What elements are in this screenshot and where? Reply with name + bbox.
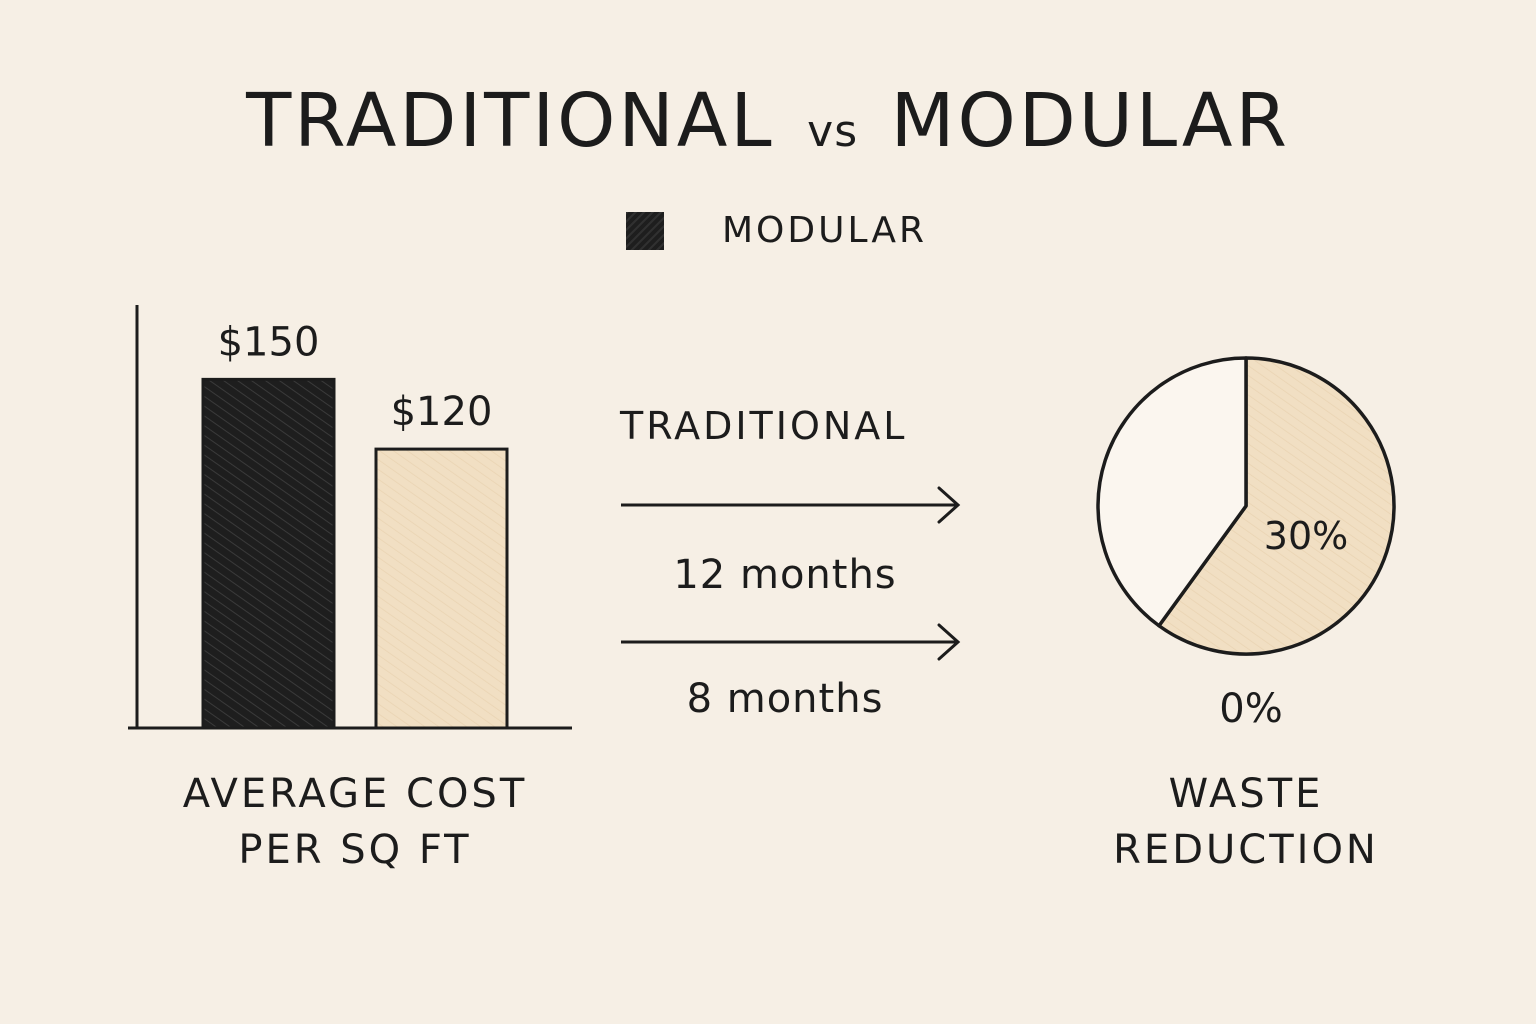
bar-chart-caption: AVERAGE COST PER SQ FT [130, 766, 580, 878]
pie-slice-1 [1157, 356, 1396, 656]
bar-value-label-2: $120 [391, 389, 493, 435]
pie-chart-caption: WASTE REDUCTION [1046, 766, 1446, 878]
pie-chart: 30% [1096, 356, 1396, 656]
title-left: TRADITIONAL [246, 78, 775, 164]
title-vs: vs [807, 106, 859, 157]
legend-swatch [626, 211, 664, 250]
legend: MODULAR [626, 210, 927, 251]
bar-chart: $150 $120 [128, 305, 572, 730]
pie-slice-label-1: 30% [1264, 514, 1348, 558]
timeline-value-2: 8 months [686, 676, 884, 722]
pie-label-below: 0% [1219, 686, 1283, 732]
pie-caption-line-1: WASTE [1168, 771, 1324, 817]
bar-caption-line-1: AVERAGE COST [182, 771, 528, 817]
bar-value-label-1: $150 [218, 319, 320, 365]
timeline-arrows [621, 486, 961, 661]
bar-2 [374, 447, 509, 730]
timeline-value-1: 12 months [673, 552, 897, 598]
pie-slice-2 [1096, 356, 1248, 628]
page-title: TRADITIONAL vs MODULAR [0, 78, 1536, 164]
timeline-arrowhead-2 [937, 623, 961, 661]
bar-1 [201, 377, 336, 730]
bar-caption-line-2: PER SQ FT [238, 827, 472, 873]
timeline-heading: TRADITIONAL [620, 404, 908, 448]
title-right: MODULAR [890, 78, 1290, 164]
legend-label: MODULAR [722, 210, 927, 251]
timeline-arrowhead-1 [937, 486, 961, 524]
pie-caption-line-2: REDUCTION [1113, 827, 1379, 873]
